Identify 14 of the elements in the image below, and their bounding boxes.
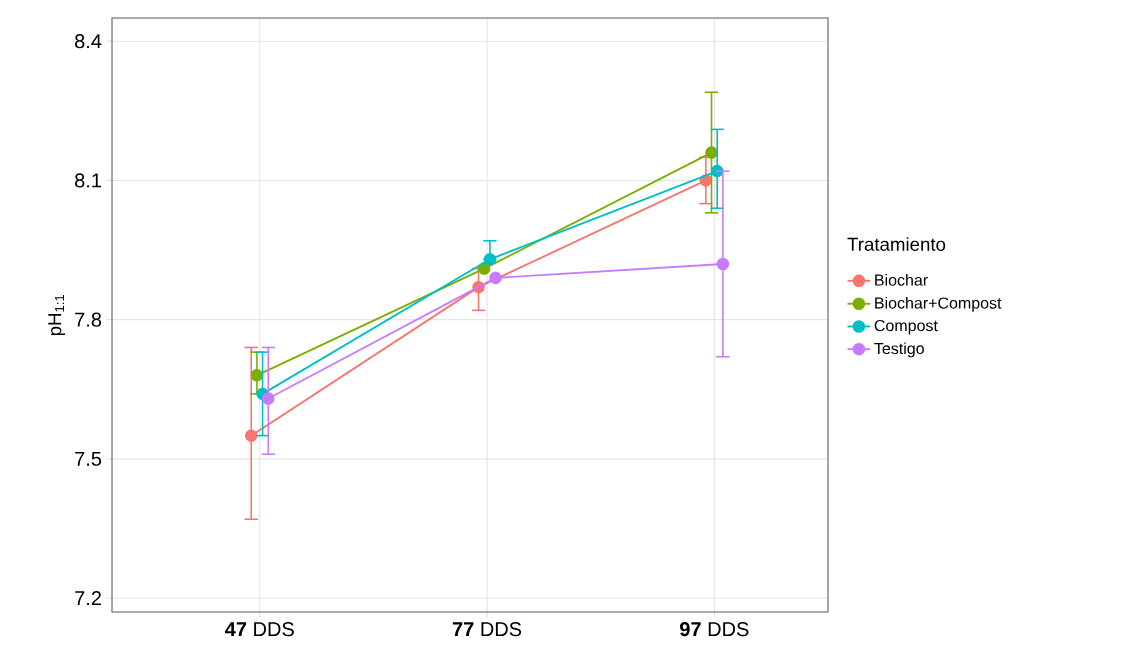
x-tick-label: 77 DDS	[452, 622, 522, 637]
legend-label: Biochar+Compost	[875, 296, 1002, 312]
legend-title: Tratamiento	[847, 237, 946, 251]
y-tick-label: 7.2	[75, 591, 101, 606]
x-tick-label: 97 DDS	[680, 622, 749, 637]
legend-label: Biochar	[875, 274, 928, 286]
y-tick-label: 8.4	[75, 34, 102, 49]
y-axis-title: pH$_{1:1}$	[48, 294, 65, 336]
legend-label: Compost	[874, 319, 938, 335]
x-tick-label: 47 DDS	[225, 622, 294, 637]
legend-label: Testigo	[874, 342, 924, 358]
y-tick-label: 7.8	[75, 312, 102, 327]
y-tick-label: 8.1	[75, 173, 101, 188]
y-tick-label: 7.5	[75, 451, 102, 466]
